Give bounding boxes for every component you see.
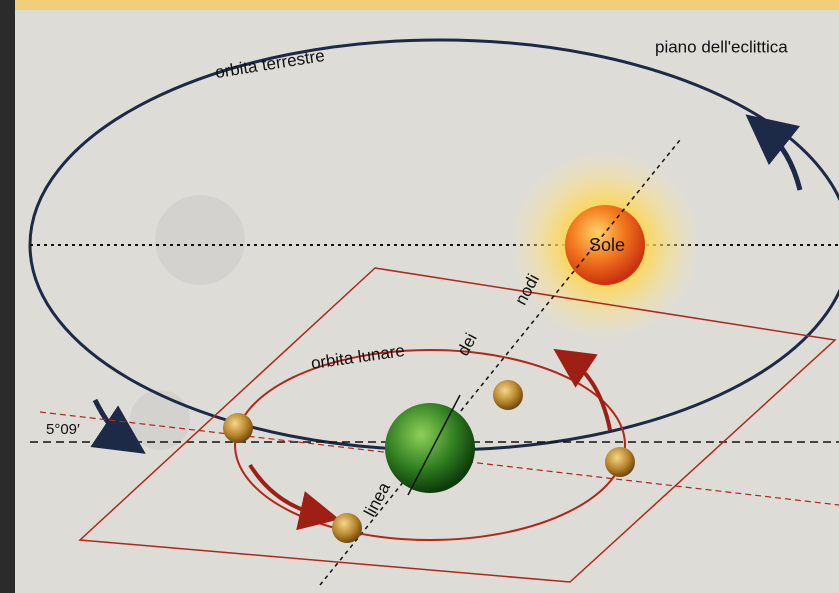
moon bbox=[493, 380, 523, 410]
earth bbox=[385, 403, 475, 493]
top-bar bbox=[15, 0, 839, 10]
label: Sole bbox=[589, 235, 625, 255]
label: 5°09′ bbox=[46, 421, 80, 438]
moon bbox=[223, 413, 253, 443]
moon bbox=[605, 447, 635, 477]
page-area bbox=[15, 0, 839, 593]
diagram: orbita terrestre piano dell'eclittica So… bbox=[0, 0, 839, 593]
moon bbox=[332, 513, 362, 543]
faded-sphere bbox=[130, 390, 190, 450]
label: piano dell'eclittica bbox=[655, 37, 788, 56]
page: orbita terrestre piano dell'eclittica So… bbox=[0, 0, 839, 593]
faded-sphere bbox=[155, 195, 245, 285]
